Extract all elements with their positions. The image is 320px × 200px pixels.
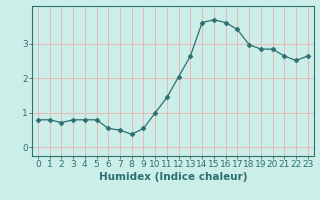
X-axis label: Humidex (Indice chaleur): Humidex (Indice chaleur) [99,172,247,182]
